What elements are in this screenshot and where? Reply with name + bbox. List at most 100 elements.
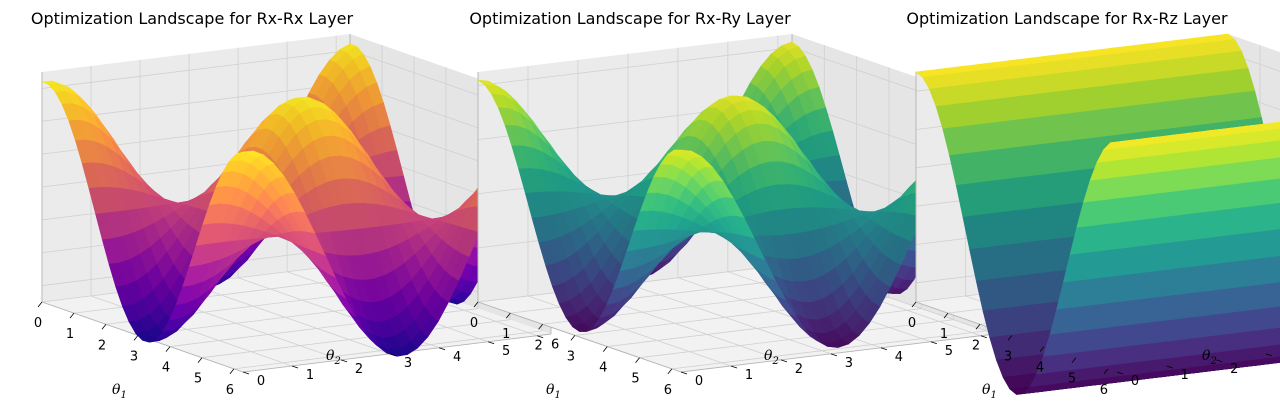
tick-mark: [1039, 346, 1045, 352]
tick-mark: [975, 324, 981, 330]
tick-mark: [438, 347, 446, 351]
tick-mark: [980, 335, 987, 339]
x-tick-label: 2: [972, 338, 980, 353]
surface-mesh: [477, 41, 996, 348]
tick-mark: [101, 324, 107, 330]
tick-mark: [197, 357, 203, 363]
tick-mark: [880, 347, 888, 351]
tick-mark: [1265, 353, 1273, 357]
tick-mark: [389, 353, 397, 357]
y-tick-label: 1: [745, 368, 753, 383]
x-tick-label: 3: [567, 349, 575, 364]
tick-mark: [730, 365, 738, 369]
tick-mark: [943, 312, 949, 319]
y-tick-label: 0: [1131, 374, 1139, 389]
tick-mark: [1166, 365, 1173, 369]
tick-mark: [473, 301, 479, 308]
tick-mark: [229, 368, 235, 375]
grid-line: [1227, 91, 1280, 111]
x-tick-label: 1: [502, 327, 510, 342]
y-tick-label: 5: [502, 344, 510, 359]
y-tick-label: 6: [551, 338, 559, 353]
y-tick-label: 0: [257, 374, 265, 389]
y-tick-label: 2: [1230, 362, 1238, 377]
grid-line: [639, 319, 954, 359]
x-tick-label: 0: [470, 316, 478, 331]
tick-mark: [537, 335, 544, 339]
y-tick-label: 2: [355, 362, 363, 377]
x-tick-label: 3: [1004, 349, 1012, 364]
x-tick-label: 4: [162, 361, 170, 376]
surface-facet: [674, 149, 692, 152]
tick-mark: [133, 335, 139, 341]
tick-mark: [602, 346, 608, 352]
grid-line: [41, 50, 351, 89]
x-axis-label: θ1: [112, 382, 127, 401]
surface-mesh: [915, 33, 1280, 395]
x-tick-label: 6: [1100, 383, 1108, 398]
chart-title: Optimization Landscape for Rx-Rx Layer: [31, 9, 354, 28]
tick-mark: [680, 371, 688, 375]
x-tick-label: 2: [534, 338, 542, 353]
y-tick-label: 4: [453, 350, 461, 365]
y-tick-label: 1: [1181, 368, 1189, 383]
grid-line: [201, 319, 511, 359]
tick-mark: [1103, 368, 1109, 375]
x-tick-label: 0: [34, 316, 42, 331]
tick-mark: [1007, 335, 1013, 341]
x-axis-label: θ1: [546, 382, 561, 401]
axis-edge: [477, 301, 682, 373]
chart-title: Optimization Landscape for Rx-Rz Layer: [906, 9, 1228, 28]
grid-line: [1227, 52, 1280, 72]
grid-line: [188, 283, 391, 355]
tick-labels: 012345601234560.20.30.40.50.60.7: [908, 301, 1280, 398]
surface-mesh: [41, 43, 552, 357]
tick-mark: [487, 341, 495, 345]
y-tick-label: 0: [695, 374, 703, 389]
x-tick-label: 3: [130, 349, 138, 364]
x-tick-label: 5: [1068, 372, 1076, 387]
surface-facet: [1110, 140, 1128, 144]
y-tick-label: 3: [845, 356, 853, 371]
axis-edge: [680, 333, 996, 373]
tick-mark: [242, 371, 250, 375]
tick-mark: [69, 312, 75, 319]
tick-mark: [570, 335, 576, 341]
y-tick-label: 5: [945, 344, 953, 359]
tick-mark: [667, 368, 673, 375]
tick-mark: [1216, 359, 1223, 363]
tick-mark: [1116, 371, 1124, 375]
tick-mark: [1071, 357, 1077, 363]
grid-line: [477, 47, 793, 86]
tick-mark: [37, 301, 43, 308]
x-tick-label: 5: [631, 372, 639, 387]
tick-mark: [291, 365, 299, 369]
tick-mark: [911, 301, 917, 308]
x-tick-label: 4: [599, 361, 607, 376]
y-tick-label: 1: [306, 368, 314, 383]
x-tick-label: 1: [940, 327, 948, 342]
grid-line: [627, 283, 832, 355]
surface-plot-rx-rx: Optimization Landscape for Rx-Rx Layer 0…: [31, 9, 582, 401]
tick-mark: [780, 359, 788, 363]
y-tick-label: 3: [404, 356, 412, 371]
x-tick-label: 0: [908, 316, 916, 331]
tick-mark: [505, 312, 511, 319]
tick-mark: [340, 359, 348, 363]
x-tick-label: 6: [226, 383, 234, 398]
x-tick-label: 5: [194, 372, 202, 387]
tick-mark: [635, 357, 640, 363]
y-tick-label: 2: [795, 362, 803, 377]
grid-line: [671, 330, 986, 370]
x-axis-label: θ1: [982, 382, 997, 401]
y-tick-label: 4: [895, 350, 903, 365]
tick-mark: [165, 346, 171, 352]
tick-mark: [930, 341, 938, 345]
surface-plot-rx-rz: Optimization Landscape for Rx-Rz Layer 0…: [906, 9, 1280, 401]
tick-mark: [830, 353, 838, 357]
tick-mark: [538, 324, 543, 330]
surface-facet: [236, 150, 254, 155]
chart-title: Optimization Landscape for Rx-Ry Layer: [469, 9, 791, 28]
surface-plot-rx-ry: Optimization Landscape for Rx-Ry Layer 0…: [469, 9, 1025, 401]
